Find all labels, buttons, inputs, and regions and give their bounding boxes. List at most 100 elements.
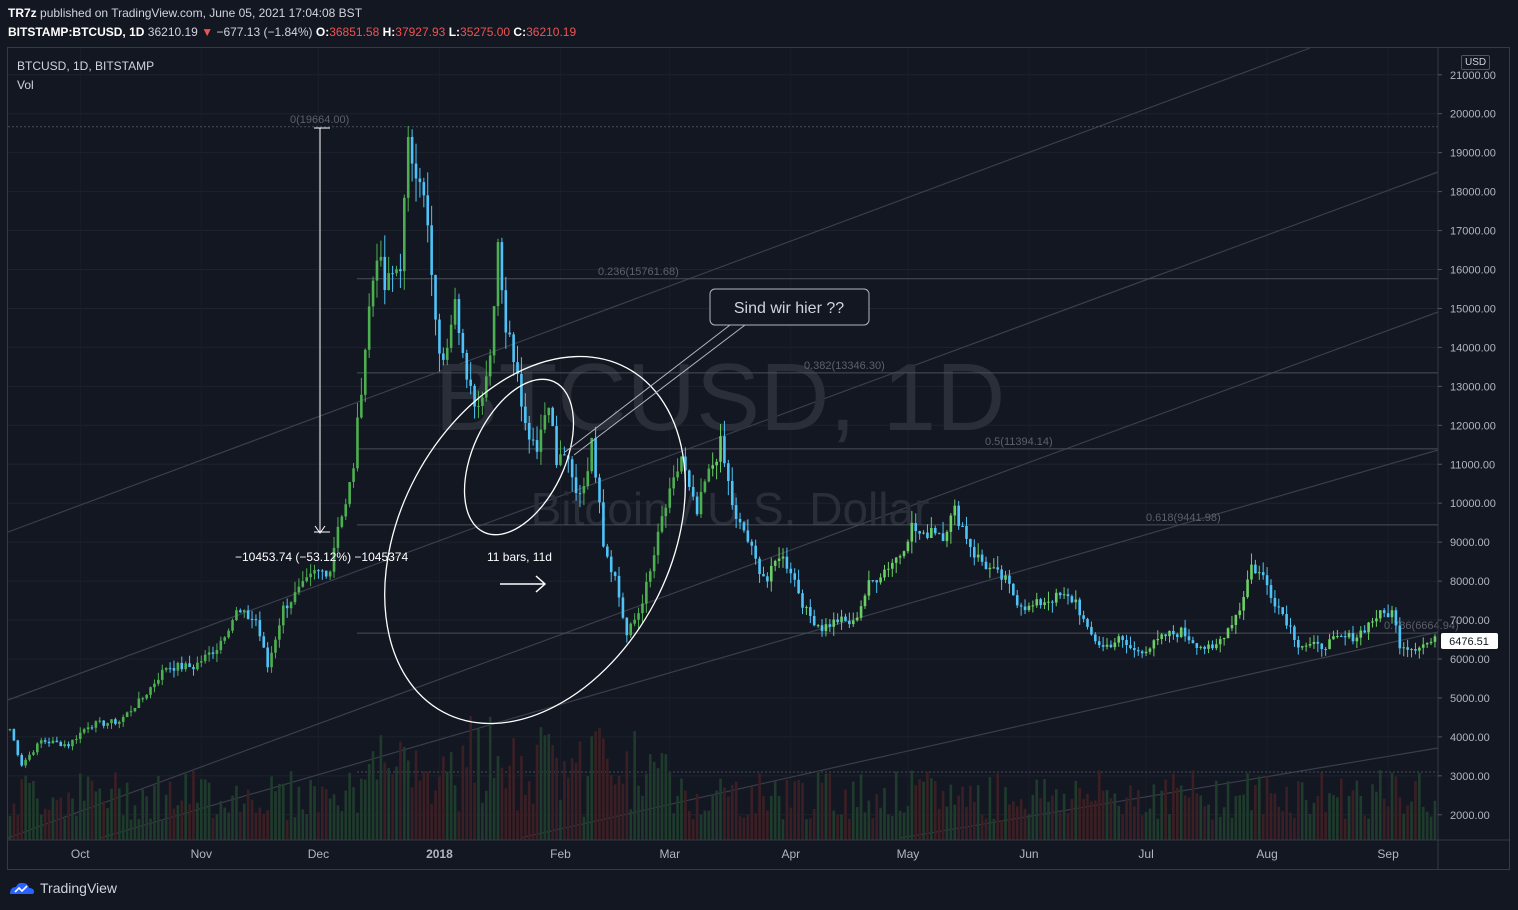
price-tick-label: 12000.00 <box>1450 420 1496 432</box>
channel-lines <box>7 47 1439 839</box>
candle-body <box>32 752 35 755</box>
candle-body <box>1254 564 1257 574</box>
volume-bar <box>512 738 515 840</box>
volume-bar <box>1008 804 1011 840</box>
volume-bar <box>98 788 102 840</box>
volume-bar <box>1101 790 1105 840</box>
volume-bar <box>1425 811 1429 840</box>
volume-bar <box>363 779 367 840</box>
currency-button[interactable]: USD <box>1461 55 1491 70</box>
brand-name[interactable]: TradingView <box>40 880 118 896</box>
volume-bar <box>457 811 461 840</box>
right-arrow-icon <box>500 575 547 593</box>
candle-body <box>664 507 668 517</box>
candle-body <box>176 662 180 671</box>
price-tick-label: 15000.00 <box>1450 303 1496 315</box>
price-tick-label: 9000.00 <box>1450 537 1490 549</box>
volume-bar <box>609 774 613 840</box>
volume-bar <box>121 815 125 840</box>
channel-line <box>99 449 1439 839</box>
candle-body <box>324 570 328 577</box>
volume-bar <box>289 771 293 840</box>
volume-bar <box>1230 817 1234 840</box>
candle-body <box>524 406 527 423</box>
candle-body <box>133 707 137 712</box>
pane-title[interactable]: BTCUSD, 1D, BITSTAMP <box>17 59 155 73</box>
volume-bar <box>504 788 508 840</box>
volume-bar <box>652 761 656 840</box>
candle-body <box>274 639 277 653</box>
volume-bar <box>976 785 980 840</box>
time-tick-label: Feb <box>550 847 571 861</box>
volume-bar <box>1023 808 1027 840</box>
volume-label[interactable]: Vol <box>17 78 34 92</box>
volume-bar <box>758 773 761 840</box>
volume-bar <box>1136 790 1140 840</box>
candle-body <box>563 454 566 456</box>
candle-body <box>1343 636 1347 638</box>
volume-bar <box>293 817 297 840</box>
volume-bar <box>984 818 988 840</box>
candle-body <box>422 182 426 196</box>
volume-bar <box>844 789 847 840</box>
candle-body <box>1402 647 1406 649</box>
price-tick-label: 21000.00 <box>1450 70 1496 82</box>
large-ellipse <box>384 355 686 725</box>
candle-body <box>1172 630 1175 635</box>
candle-body <box>1015 595 1019 606</box>
volume-bar <box>695 793 699 840</box>
volume-bar <box>1172 773 1175 840</box>
volume-bar <box>168 781 172 840</box>
volume-bar <box>20 779 24 840</box>
volume-bar <box>680 778 683 840</box>
volume-bar <box>473 782 476 840</box>
candle-body <box>1347 632 1351 638</box>
volume-bar <box>1168 814 1171 840</box>
volume-bar <box>863 812 867 840</box>
time-tick-label: Oct <box>71 847 90 861</box>
volume-bar <box>371 751 375 840</box>
volume-bar <box>1355 780 1359 840</box>
candle-body <box>332 547 336 572</box>
volume-bar <box>278 783 281 840</box>
candle-body <box>1382 610 1386 614</box>
volume-bar <box>305 814 309 840</box>
volume-bar <box>551 744 554 840</box>
candle-body <box>1109 644 1113 648</box>
candle-body <box>391 273 394 275</box>
candle-body <box>1398 625 1402 649</box>
volume-bar <box>851 781 855 840</box>
candle-body <box>531 439 535 441</box>
candle-body <box>1273 597 1277 607</box>
volume-bar <box>207 782 211 840</box>
candle-body <box>687 470 691 487</box>
candle-body <box>1175 634 1179 637</box>
candle-body <box>114 719 117 724</box>
volume-bar <box>395 766 398 840</box>
price-tick-label: 3000.00 <box>1450 771 1490 783</box>
ohlc-legend: BITSTAMP:BTCUSD, 1D 36210.19 ▼ −677.13 (… <box>8 25 576 39</box>
volume-bar <box>883 788 886 840</box>
volume-bar <box>898 810 902 840</box>
candle-body <box>118 721 121 724</box>
candle-body <box>598 477 601 503</box>
volume-bar <box>199 779 203 840</box>
candle-body <box>1183 627 1187 637</box>
candle-body <box>805 607 808 609</box>
author-name[interactable]: TR7z <box>8 6 37 20</box>
volume-bar <box>219 801 223 840</box>
candle-body <box>816 625 820 627</box>
candle-body <box>141 698 145 700</box>
volume-bar <box>1105 790 1109 840</box>
volume-bar <box>1379 770 1382 840</box>
volume-bar <box>953 804 957 840</box>
candle-body <box>289 602 293 609</box>
volume-bar <box>676 795 679 840</box>
volume-bar <box>1066 813 1070 840</box>
watermark-description: Bitcoin / U.S. Dollar <box>531 483 930 535</box>
volume-bar <box>250 799 254 840</box>
volume-bar <box>301 809 305 840</box>
candle-body <box>902 551 906 557</box>
candle-body <box>559 454 562 466</box>
